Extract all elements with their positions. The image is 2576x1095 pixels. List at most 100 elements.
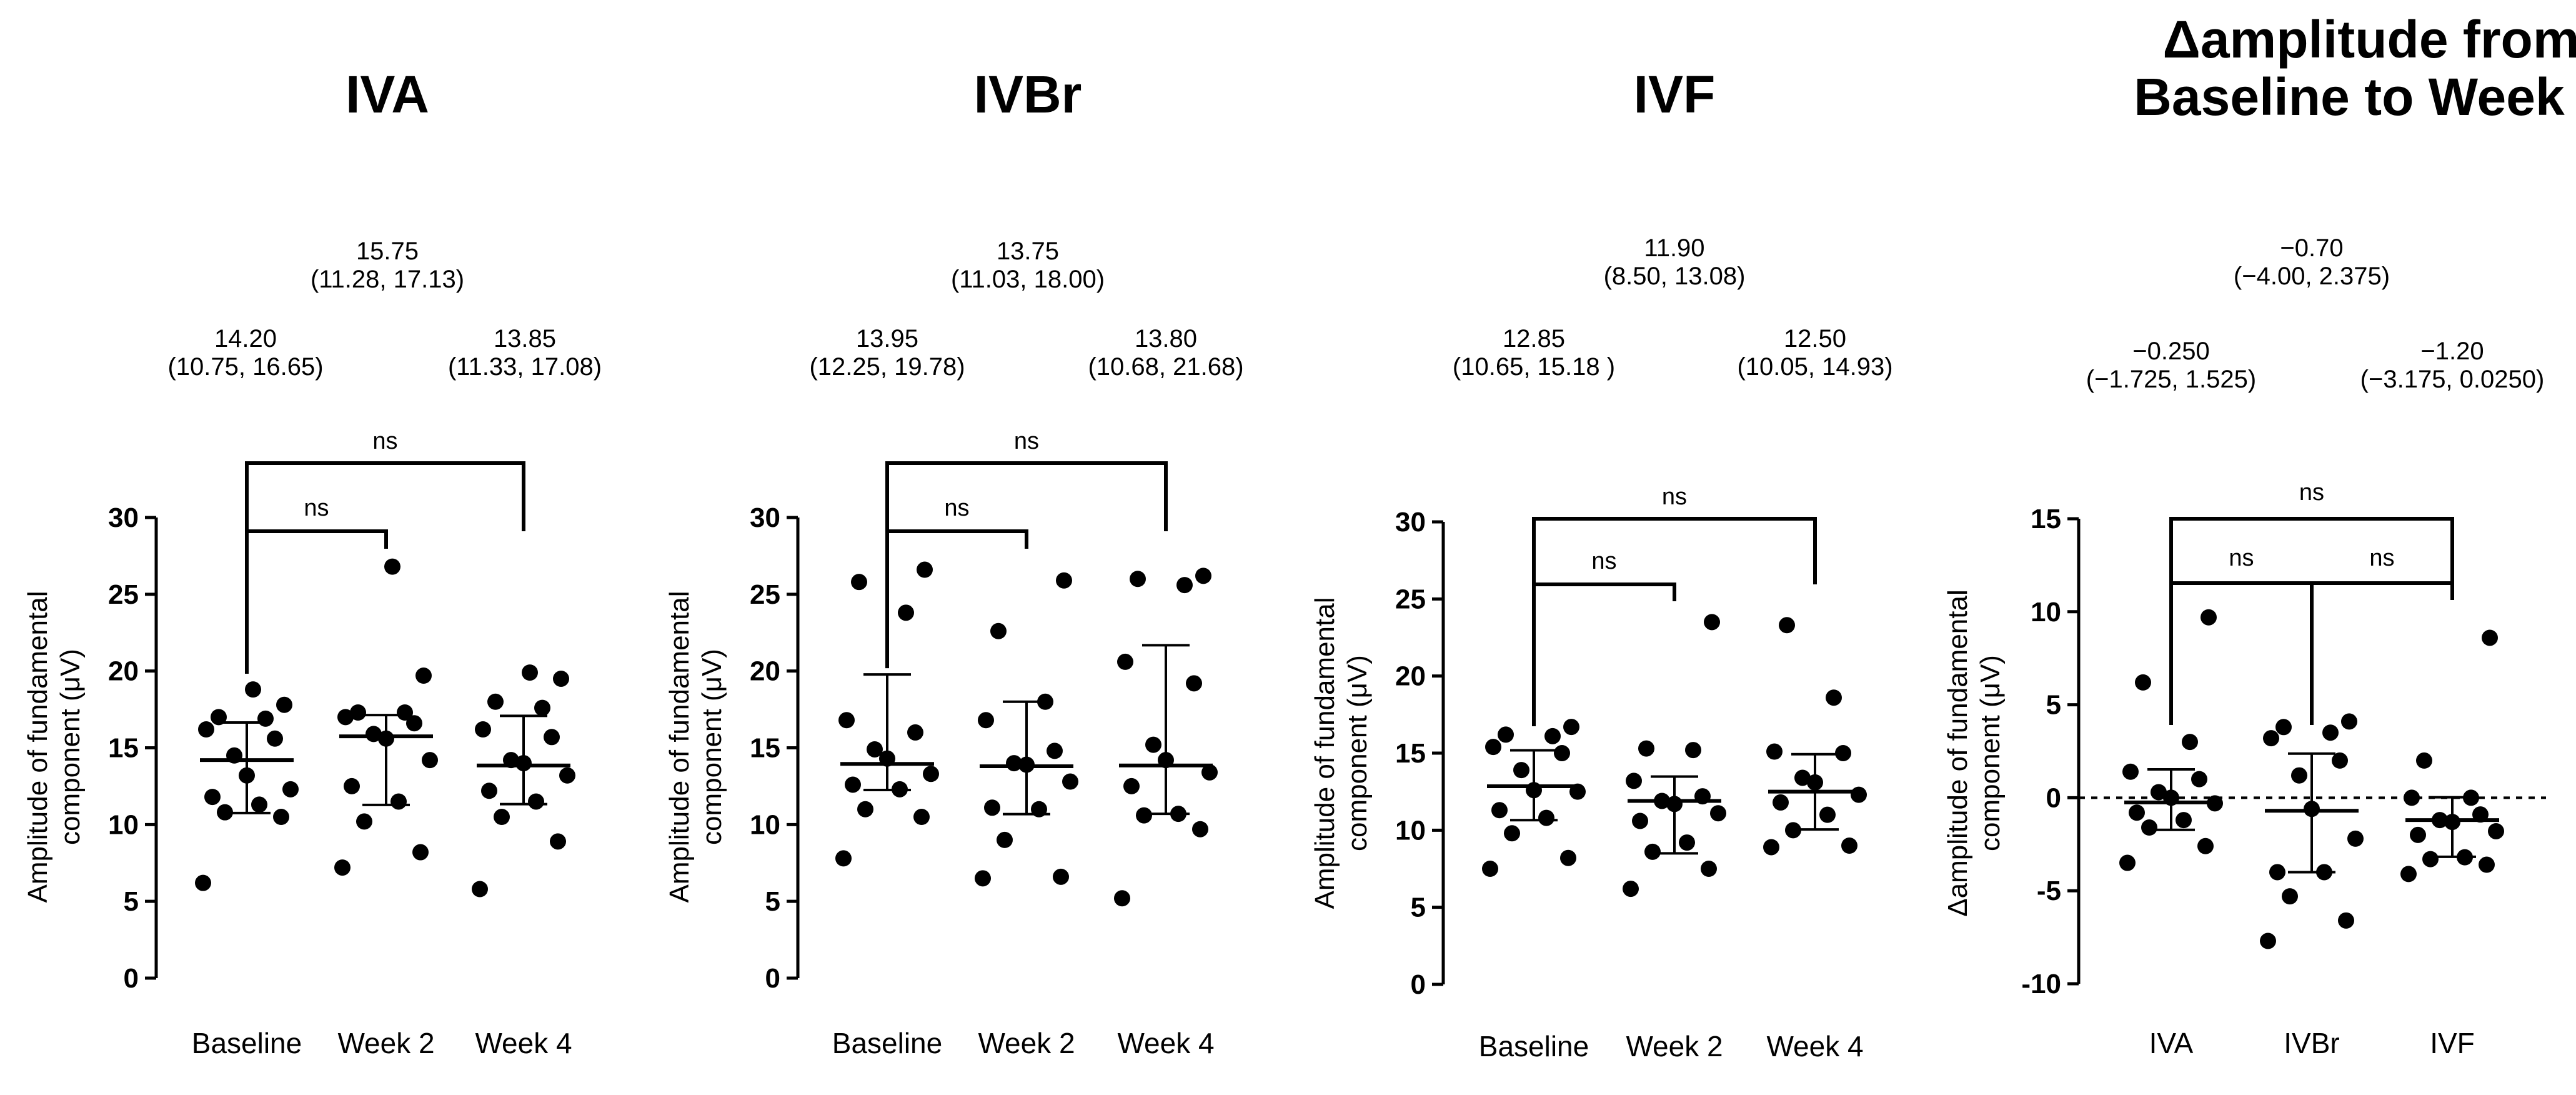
data-point bbox=[1623, 881, 1639, 898]
x-category-label: IVBr bbox=[2284, 1027, 2339, 1059]
data-point bbox=[1826, 689, 1842, 706]
data-point bbox=[350, 704, 366, 721]
data-point bbox=[2135, 674, 2151, 691]
data-point bbox=[1835, 745, 1851, 761]
data-point bbox=[534, 699, 550, 716]
data-point bbox=[845, 776, 861, 793]
iqr-label-left: (10.75, 16.65) bbox=[167, 353, 323, 381]
median-label-center: −0.70 bbox=[2280, 234, 2343, 262]
data-point bbox=[1544, 728, 1561, 744]
y-tick-label: -10 bbox=[2021, 969, 2061, 999]
median-label-left: −0.250 bbox=[2132, 338, 2209, 365]
significance-bracket bbox=[885, 461, 1168, 656]
iqr-label-left: (10.65, 15.18 ) bbox=[1453, 353, 1615, 381]
data-point bbox=[211, 709, 227, 726]
data-point bbox=[2291, 767, 2307, 784]
data-point bbox=[2197, 838, 2214, 854]
panel-title: IVBr bbox=[974, 65, 1082, 124]
data-point bbox=[2332, 752, 2348, 769]
y-tick-label: 15 bbox=[2031, 504, 2061, 534]
y-tick-label: 0 bbox=[765, 963, 780, 994]
data-point bbox=[337, 709, 354, 726]
significance-bracket bbox=[245, 461, 525, 656]
y-axis-label-line: Amplitude of fundamental bbox=[664, 591, 695, 903]
y-axis-label: Amplitude of fundamentalcomponent (μV) bbox=[664, 591, 727, 903]
data-point bbox=[366, 726, 382, 742]
data-point bbox=[1006, 755, 1022, 772]
y-tick-label: 30 bbox=[108, 502, 139, 533]
x-category-label: Baseline bbox=[832, 1027, 942, 1059]
significance-bracket bbox=[245, 529, 388, 674]
data-point bbox=[1794, 769, 1811, 786]
data-point bbox=[2422, 851, 2439, 868]
y-tick-label: 30 bbox=[1395, 507, 1426, 538]
data-point bbox=[1114, 890, 1130, 907]
data-point bbox=[1632, 812, 1648, 829]
data-point bbox=[2122, 763, 2139, 780]
x-category-label: Baseline bbox=[192, 1027, 302, 1059]
significance-bracket bbox=[1532, 582, 1676, 726]
data-point bbox=[1554, 745, 1570, 761]
y-tick-label: 25 bbox=[108, 579, 139, 610]
median-label-left: 12.85 bbox=[1503, 325, 1565, 352]
significance-bracket bbox=[1532, 517, 1817, 709]
median-label-center: 11.90 bbox=[1644, 234, 1704, 262]
data-point bbox=[251, 796, 267, 813]
data-point bbox=[997, 831, 1013, 848]
data-point bbox=[1773, 794, 1789, 811]
data-point bbox=[1117, 653, 1133, 670]
y-tick-label: 15 bbox=[1395, 738, 1426, 769]
x-category-label: Week 4 bbox=[475, 1027, 572, 1059]
y-tick-label: 15 bbox=[108, 733, 139, 764]
data-point bbox=[1563, 719, 1579, 736]
y-tick-label: 5 bbox=[765, 886, 780, 917]
x-category-label: Week 2 bbox=[1626, 1030, 1723, 1062]
significance-bracket bbox=[2169, 517, 2454, 708]
data-point bbox=[1130, 571, 1146, 588]
data-point bbox=[494, 809, 510, 826]
data-point bbox=[550, 833, 566, 850]
data-point bbox=[1644, 843, 1661, 860]
data-point bbox=[1047, 742, 1063, 759]
panel-1: IVA 15.75(11.28, 17.13) 14.20(10.75, 16.65… bbox=[22, 65, 602, 1059]
data-point bbox=[1704, 614, 1720, 631]
data-point bbox=[522, 664, 538, 681]
y-axis-label-line: Amplitude of fundamental bbox=[1310, 598, 1340, 909]
data-point bbox=[2141, 819, 2157, 836]
data-point bbox=[2263, 730, 2279, 747]
data-point bbox=[2482, 629, 2498, 646]
data-point bbox=[1701, 861, 1717, 877]
data-point bbox=[1638, 740, 1654, 757]
data-point bbox=[867, 741, 883, 758]
y-tick-label: -5 bbox=[2037, 876, 2061, 906]
data-point bbox=[1626, 772, 1642, 789]
data-point bbox=[528, 793, 544, 810]
y-axis-label-line: component (μV) bbox=[55, 649, 86, 845]
data-point bbox=[472, 881, 488, 898]
data-point bbox=[1145, 736, 1161, 753]
y-tick-label: 10 bbox=[1395, 815, 1426, 846]
panel-title: Baseline to Week 2 bbox=[2134, 68, 2576, 126]
data-point bbox=[198, 721, 214, 738]
data-point bbox=[978, 712, 994, 729]
y-tick-label: 5 bbox=[2046, 690, 2061, 721]
data-point bbox=[2338, 912, 2354, 929]
data-point bbox=[422, 752, 438, 769]
median-label-left: 14.20 bbox=[214, 325, 277, 352]
x-category-label: Week 2 bbox=[337, 1027, 434, 1059]
median-label-right: 12.50 bbox=[1784, 325, 1846, 352]
data-point bbox=[487, 693, 504, 710]
data-point bbox=[1053, 868, 1069, 885]
data-point bbox=[2182, 734, 2198, 751]
iqr-label-right: (11.33, 17.08) bbox=[448, 353, 602, 381]
data-point bbox=[1062, 773, 1078, 790]
data-point bbox=[276, 696, 292, 713]
data-point bbox=[2191, 771, 2207, 788]
y-tick-label: 0 bbox=[124, 963, 139, 994]
data-point bbox=[559, 767, 575, 784]
y-axis-label-line: component (μV) bbox=[1975, 655, 2006, 851]
y-axis-label-line: component (μV) bbox=[697, 649, 727, 845]
y-tick-label: 20 bbox=[1395, 661, 1426, 692]
median-label-center: 15.75 bbox=[356, 238, 419, 265]
